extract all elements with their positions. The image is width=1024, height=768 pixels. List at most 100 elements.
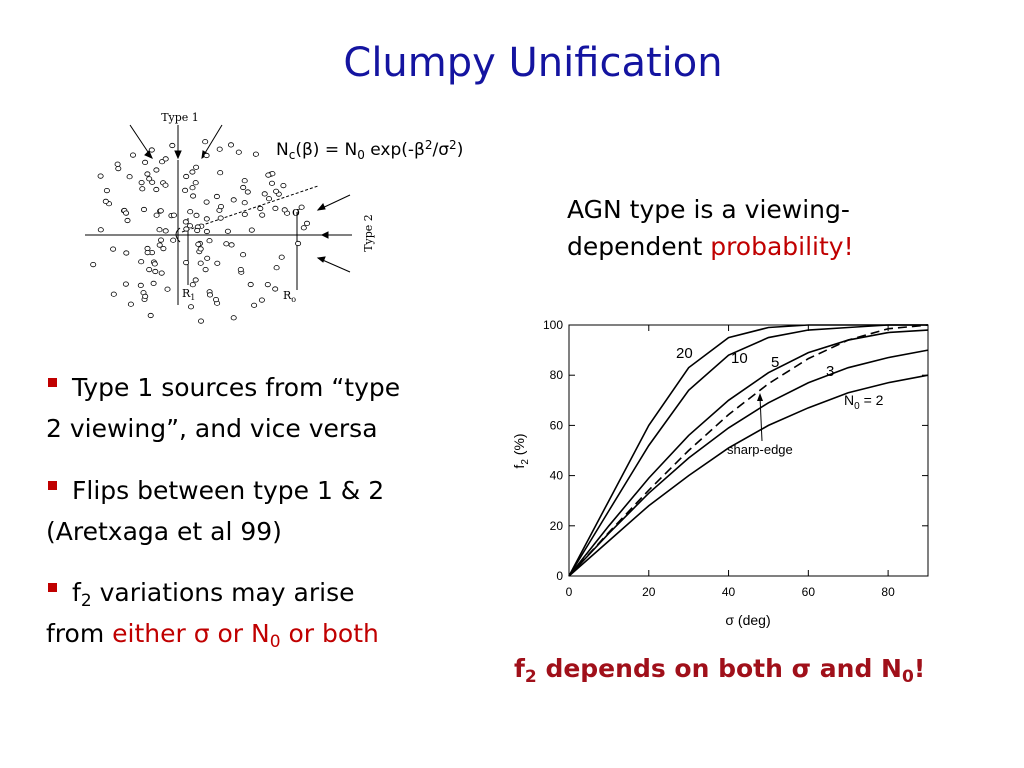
clump [273,265,280,271]
clump [214,260,221,266]
clump [216,146,223,152]
clump [186,223,193,229]
x-tick-label: 20 [642,585,656,599]
x-tick-label: 60 [802,585,816,599]
clump [156,227,163,233]
clump [235,149,242,155]
type2-label: Type 2 [362,214,375,252]
clump [259,212,266,218]
clump [217,170,224,176]
r1-label: R1 [182,287,195,302]
type1-label: Type 1 [161,111,199,124]
clump [144,171,151,177]
clump [217,204,224,210]
statement-line: dependent probability! [567,232,854,261]
arrow-heads [144,150,329,263]
y-tick-label: 80 [550,368,564,382]
y-tick-label: 20 [550,519,564,533]
clump [97,173,104,179]
clump [123,250,130,256]
clump-diagram: Type 1 Type 2 σ R1 Ro [85,111,375,324]
clump [153,212,160,218]
clump [115,166,122,172]
clump [122,281,129,287]
statement-line: AGN type is a viewing- [567,195,850,224]
clump [189,185,196,191]
clump [203,199,210,205]
clump [300,225,307,231]
clump [158,270,165,276]
clump [90,261,97,268]
series-line [568,324,928,577]
clump [124,217,131,224]
clump [110,246,117,252]
clump [230,197,237,203]
bullet-sub: 2 [81,591,92,611]
clump [142,159,149,165]
clump [206,238,213,244]
clump [170,212,177,218]
conclusion: f2 depends on both σ and N0! [514,654,925,687]
conclusion-sub: 0 [902,667,914,687]
conclusion-text: f [514,654,526,683]
clump [193,212,200,218]
clump [203,152,210,159]
formula-sup: 2 [425,138,433,152]
formula-part: (β) = N [295,140,357,160]
bullet-text: f [72,578,82,607]
y-label-part: (%) [511,433,527,459]
clump [162,182,169,188]
clump [193,164,200,170]
clump [110,291,117,297]
series-line [568,329,929,577]
clump [224,228,231,234]
ro-label: Ro [283,289,296,304]
y-tick-label: 100 [543,318,563,332]
clump [237,266,244,273]
clump [157,208,164,214]
clump [202,139,209,145]
clump [241,211,248,217]
bullet-line: (Aretxaga et al 99) [46,517,282,546]
clump [192,277,199,283]
clump [153,186,160,193]
curve-label: 10 [731,350,748,367]
clump [265,196,272,202]
x-tick-label: 40 [722,585,736,599]
clump [241,200,248,206]
clump [240,184,247,191]
clump [127,301,134,307]
formula-sup: 2 [449,138,457,152]
statement-highlight: probability! [710,232,853,261]
clump [204,255,211,261]
clump [150,280,157,286]
clump [206,292,213,298]
formula-sub: 0 [357,148,365,162]
r1: R [182,287,191,300]
bullet-line: 2 viewing”, and vice versa [46,414,378,443]
y-tick-label: 0 [556,569,563,583]
ro: R [283,289,292,302]
bullet-line: Flips between type 1 & 2 [72,476,384,505]
clump [295,240,302,247]
clump [298,204,305,210]
clump [183,173,190,180]
bullet-marker [48,481,57,490]
bullet-line: Type 1 sources from “type [71,373,400,402]
n0-value: 2 [876,392,884,408]
curve-label: N0 = 2 [844,392,884,412]
bullet-line: f2 variations may arise [72,578,354,611]
clump [280,183,287,189]
series-line [568,349,929,577]
formula-part: N [276,140,289,160]
pointer [759,396,763,442]
bullet-highlight: or both [281,619,379,648]
slide-title: Clumpy Unification [343,40,722,86]
clump [228,242,235,248]
clump [192,180,199,186]
clump [268,180,275,186]
clump [203,228,210,235]
n0-sub: 0 [854,401,860,412]
clump [97,227,104,233]
